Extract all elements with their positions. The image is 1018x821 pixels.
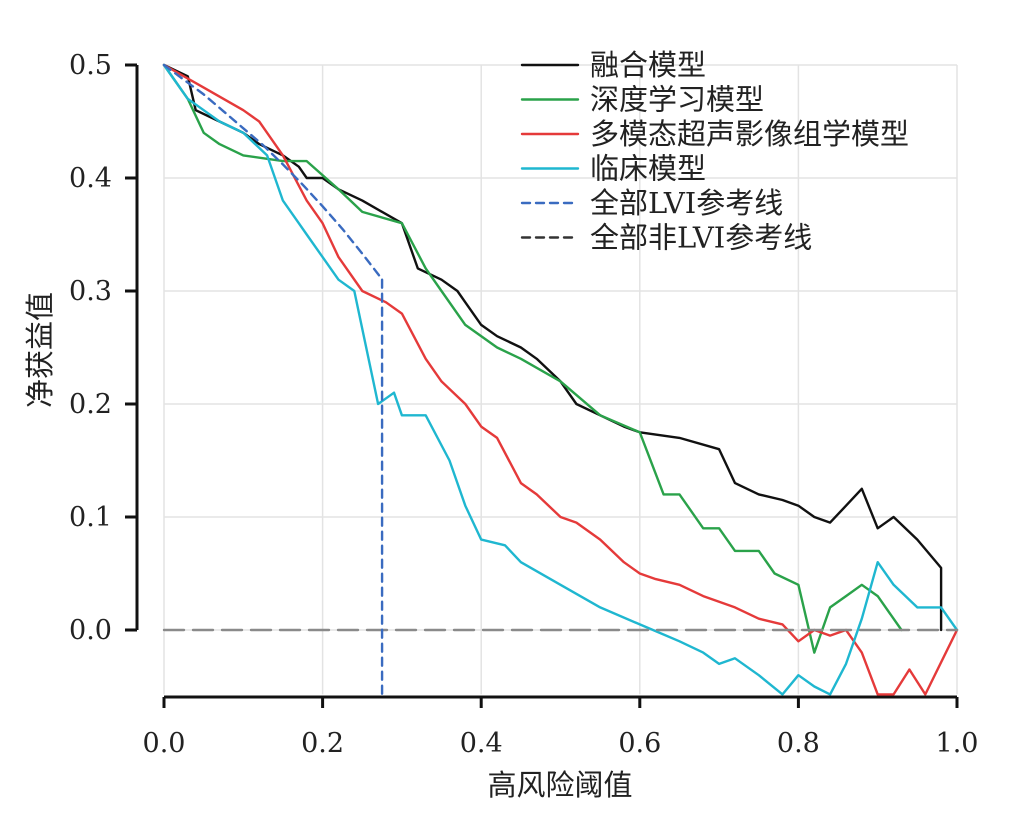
legend: 融合模型深度学习模型多模态超声影像组学模型临床模型全部LVI参考线全部非LVI参… xyxy=(520,48,909,255)
series-line-1 xyxy=(162,63,943,632)
series-line-5 xyxy=(162,63,384,281)
series-line-4 xyxy=(162,63,959,696)
legend-label: 临床模型 xyxy=(590,152,706,186)
x-tick-label: 0.6 xyxy=(618,728,661,759)
y-tick-label: 0.2 xyxy=(69,389,112,420)
x-tick-label: 0.4 xyxy=(460,728,503,759)
y-tick-label: 0.1 xyxy=(69,502,112,533)
y-axis-label: 净获益值 xyxy=(23,292,57,408)
grid xyxy=(163,64,958,695)
x-tick-label: 1.0 xyxy=(936,728,979,759)
ticks: 0.0 0.2 0.4 0.6 0.8 1.0 0.0 0.1 0.2 0.3 0.4 0.5 xyxy=(69,50,978,759)
series-line-2 xyxy=(162,63,903,654)
legend-label: 深度学习模型 xyxy=(590,83,764,117)
y-tick-label: 0.0 xyxy=(69,615,112,646)
legend-label: 全部LVI参考线 xyxy=(590,186,783,220)
x-tick-label: 0.0 xyxy=(143,728,186,759)
axes xyxy=(135,65,957,699)
x-axis-label: 高风险阈值 xyxy=(487,768,632,802)
plot-series xyxy=(162,63,959,696)
x-tick-label: 0.2 xyxy=(301,728,344,759)
y-tick-label: 0.3 xyxy=(69,276,112,307)
series-line-3 xyxy=(162,63,959,696)
y-tick-label: 0.5 xyxy=(69,50,112,81)
legend-label: 多模态超声影像组学模型 xyxy=(590,117,909,151)
x-tick-label: 0.8 xyxy=(777,728,820,759)
legend-label: 融合模型 xyxy=(590,48,706,82)
legend-label: 全部非LVI参考线 xyxy=(590,221,812,255)
y-tick-label: 0.4 xyxy=(69,163,112,194)
